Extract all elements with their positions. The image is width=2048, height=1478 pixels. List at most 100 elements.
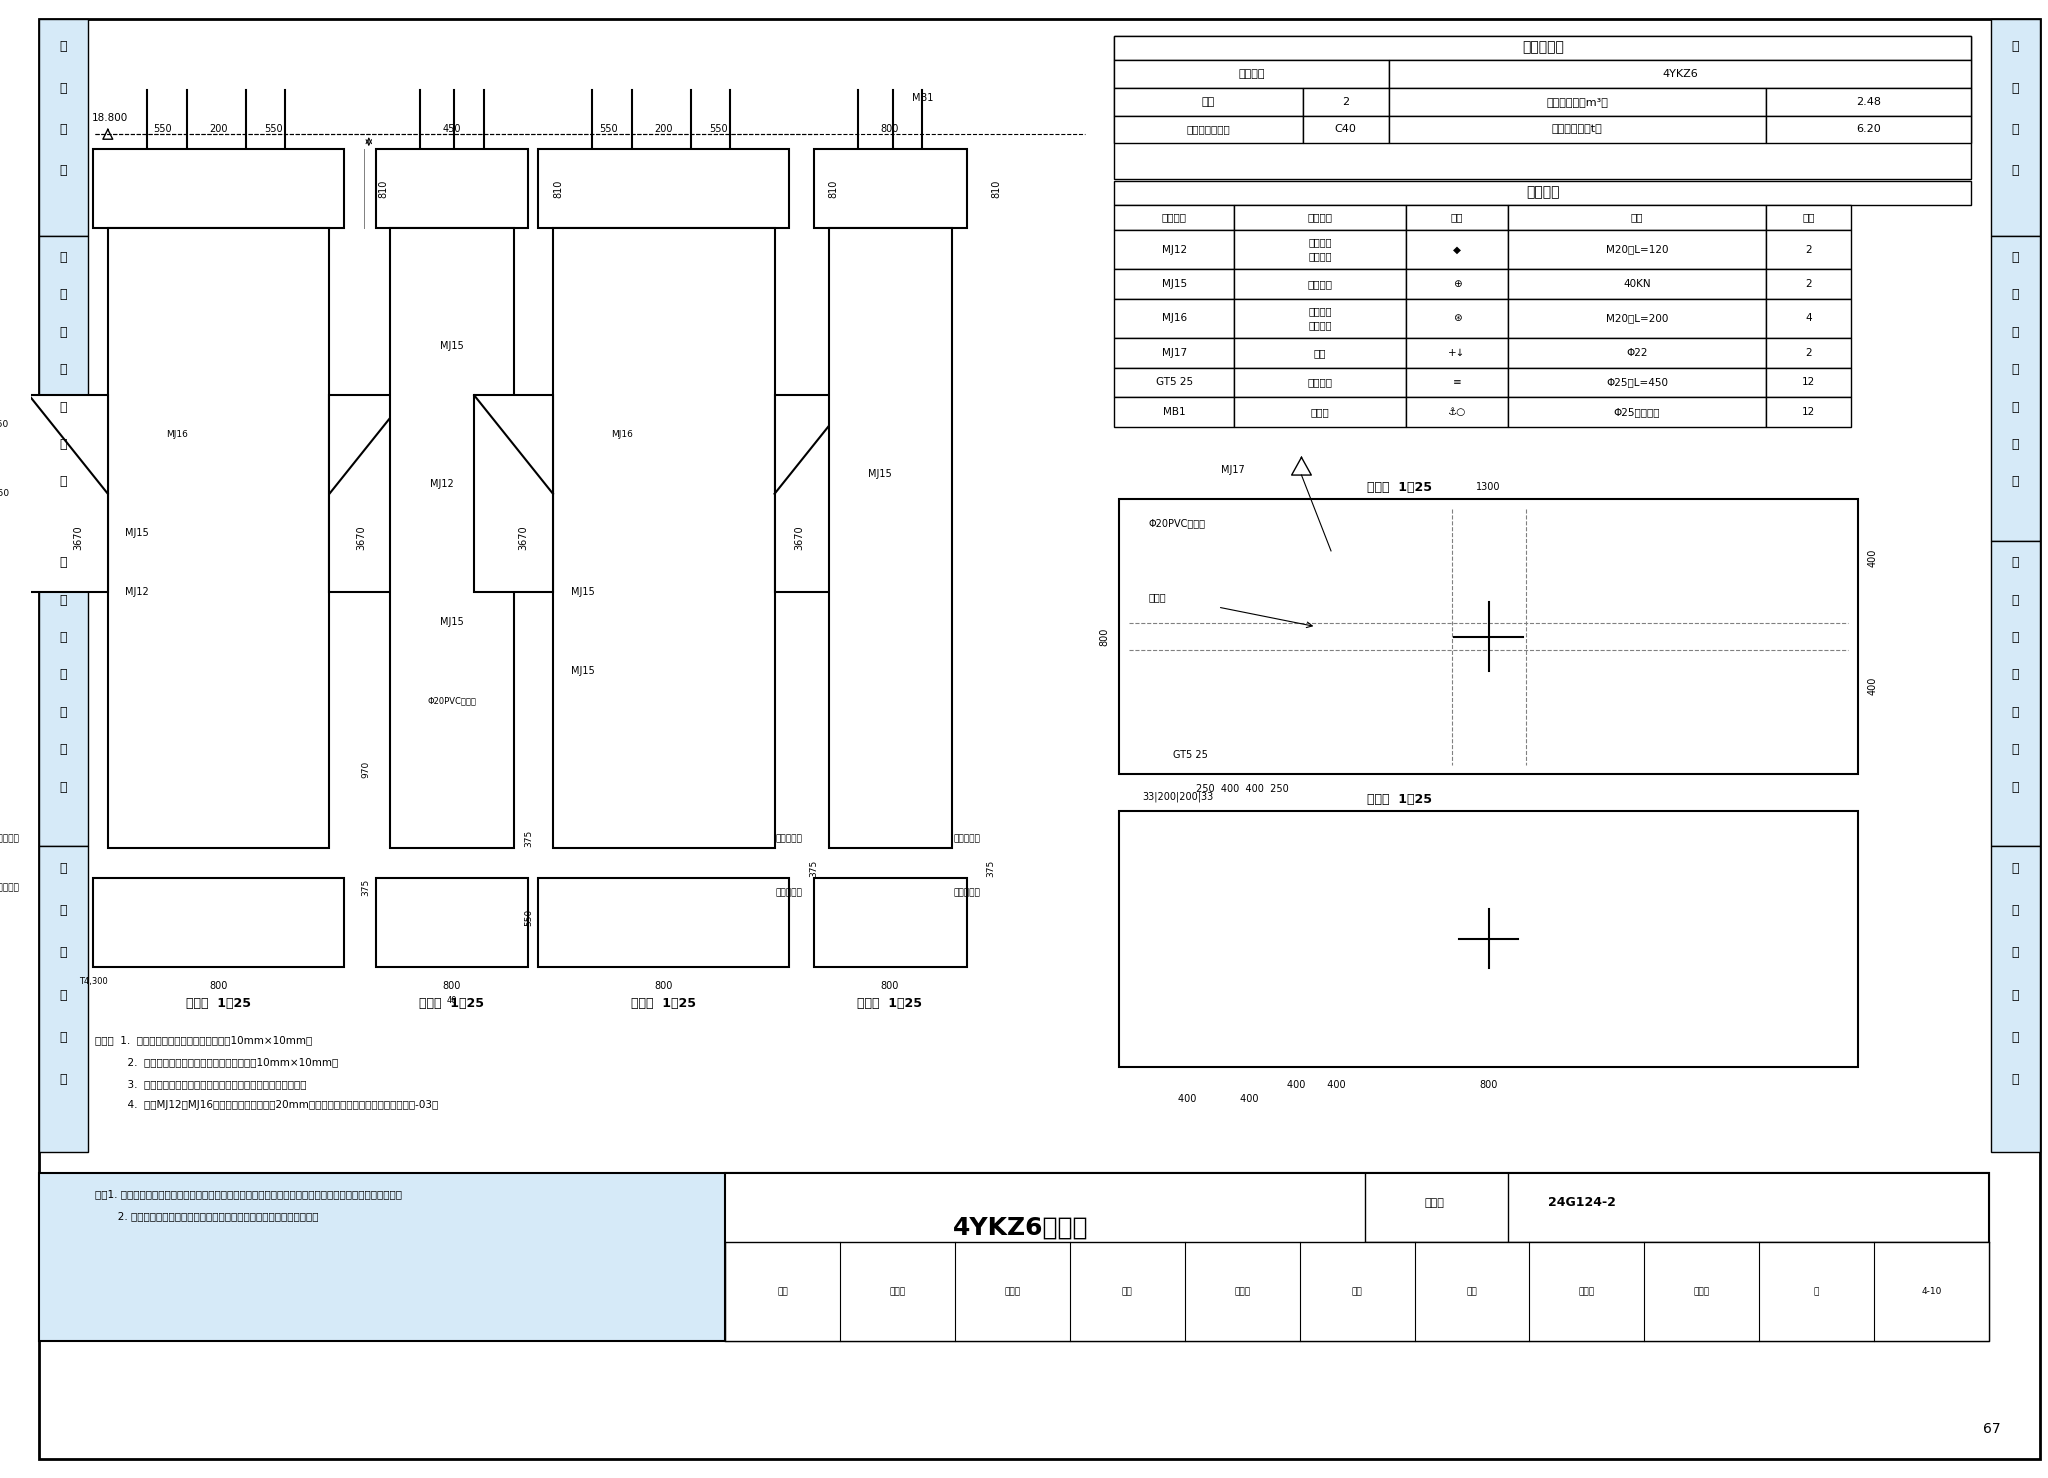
Text: 40KN: 40KN	[1624, 279, 1651, 290]
Text: 施: 施	[2011, 631, 2019, 644]
Text: 2.  预制柱牛腿顶部外侧沿宽度范围设置倒角10mm×10mm。: 2. 预制柱牛腿顶部外侧沿宽度范围设置倒角10mm×10mm。	[94, 1057, 338, 1067]
Text: 例: 例	[59, 780, 68, 794]
Text: 左视图  1：25: 左视图 1：25	[420, 998, 483, 1011]
Text: 375: 375	[360, 879, 371, 896]
Bar	[1303, 115, 1389, 143]
Bar	[1405, 299, 1509, 338]
Text: 脱模吊钉: 脱模吊钉	[1307, 279, 1333, 290]
Bar	[1991, 847, 2040, 1151]
Bar	[1765, 115, 1970, 143]
Text: 810: 810	[991, 179, 1001, 198]
Bar	[1405, 368, 1509, 398]
Bar	[1405, 338, 1509, 368]
Bar	[1991, 541, 2040, 847]
Text: 550: 550	[709, 124, 727, 134]
Text: 预埋螺母: 预埋螺母	[1309, 321, 1331, 331]
Text: 例: 例	[59, 476, 68, 488]
Bar	[1114, 229, 1235, 269]
Text: 图: 图	[2011, 706, 2019, 718]
Bar	[1405, 398, 1509, 427]
Text: 3670: 3670	[795, 526, 805, 550]
Text: 件: 件	[2011, 905, 2019, 916]
Text: Φ22: Φ22	[1626, 347, 1649, 358]
Text: Φ20PVC排气管: Φ20PVC排气管	[1149, 519, 1206, 528]
Bar	[1509, 398, 1765, 427]
Bar	[774, 395, 854, 593]
Text: 校对: 校对	[1122, 1287, 1133, 1296]
Bar	[1303, 89, 1389, 115]
Text: 结: 结	[2011, 556, 2019, 569]
Text: ⚓○: ⚓○	[1448, 406, 1466, 417]
Bar	[92, 149, 344, 228]
Bar	[109, 228, 330, 848]
Text: 套筒灌浆孔: 套筒灌浆孔	[0, 884, 18, 893]
Text: 示: 示	[59, 1032, 68, 1043]
Bar	[539, 878, 788, 967]
Text: 预埋螺母: 预埋螺母	[1309, 251, 1331, 262]
Text: 单构件体积（m³）: 单构件体积（m³）	[1546, 96, 1608, 106]
Text: MJ15: MJ15	[440, 616, 463, 627]
Bar	[1235, 398, 1405, 427]
Text: 3670: 3670	[518, 526, 528, 550]
Text: 图例: 图例	[1450, 213, 1464, 223]
Text: 套筒出浆孔: 套筒出浆孔	[776, 834, 803, 842]
Bar	[1114, 269, 1235, 299]
Bar	[375, 878, 528, 967]
Text: 3670: 3670	[356, 526, 367, 550]
Text: 450: 450	[442, 124, 461, 134]
Bar	[375, 149, 528, 228]
Text: MJ15: MJ15	[440, 341, 463, 352]
Text: ⊛: ⊛	[1452, 313, 1462, 324]
Text: 810: 810	[379, 179, 389, 198]
Text: 4-10: 4-10	[1921, 1287, 1942, 1296]
Text: 预埋件表: 预埋件表	[1526, 185, 1559, 200]
Bar	[39, 235, 88, 541]
Text: 构: 构	[2011, 862, 2019, 875]
Text: 俯视图  1：25: 俯视图 1：25	[1368, 482, 1432, 494]
Text: 单构件重量（t）: 单构件重量（t）	[1552, 124, 1602, 134]
Text: 33|200|200|33: 33|200|200|33	[1143, 792, 1214, 803]
Text: 图: 图	[59, 706, 68, 718]
Text: 注：1. 套筒灌浆孔、出浆孔及排气孔位置对确定需考虑现场灌浆施工及顶解的便利性，设置在有模板的一侧。: 注：1. 套筒灌浆孔、出浆孔及排气孔位置对确定需考虑现场灌浆施工及顶解的便利性，…	[94, 1190, 401, 1199]
Text: 200: 200	[653, 124, 672, 134]
Text: 250  400  400  250: 250 400 400 250	[1196, 785, 1288, 794]
Text: 筑: 筑	[2011, 288, 2019, 302]
Text: 550: 550	[154, 124, 172, 134]
Text: +↓: +↓	[1448, 347, 1466, 358]
Text: 套筒出浆孔: 套筒出浆孔	[0, 834, 18, 842]
Text: 800: 800	[1100, 627, 1110, 646]
Text: 主视图  1：25: 主视图 1：25	[186, 998, 250, 1011]
Text: GT5 25: GT5 25	[1155, 377, 1192, 387]
Text: 800: 800	[653, 981, 672, 992]
Bar	[39, 19, 88, 235]
Text: 800: 800	[881, 124, 899, 134]
Bar	[539, 149, 788, 228]
Bar	[1765, 398, 1851, 427]
Bar	[1114, 368, 1235, 398]
Text: 12: 12	[1802, 377, 1815, 387]
Bar	[1235, 338, 1405, 368]
Text: 数量: 数量	[1802, 213, 1815, 223]
Bar	[1509, 368, 1765, 398]
Text: 构: 构	[2011, 594, 2019, 606]
Text: 工: 工	[2011, 668, 2019, 681]
Bar	[1120, 498, 1858, 774]
Bar	[553, 228, 774, 848]
Text: 375: 375	[809, 859, 819, 876]
Bar	[725, 1243, 1989, 1341]
Text: 图: 图	[2011, 401, 2019, 414]
Text: 结: 结	[59, 556, 68, 569]
Text: 800: 800	[209, 981, 227, 992]
Text: MJ12: MJ12	[125, 587, 150, 597]
Text: 400: 400	[1868, 548, 1878, 568]
Text: M20，L=120: M20，L=120	[1606, 244, 1669, 254]
Bar	[1114, 35, 1970, 179]
Text: MJ15: MJ15	[868, 469, 891, 479]
Bar	[1235, 269, 1405, 299]
Bar	[92, 878, 344, 967]
Text: MJ15: MJ15	[571, 587, 594, 597]
Bar	[1509, 229, 1765, 269]
Text: 24G124-2: 24G124-2	[1548, 1196, 1616, 1209]
Text: 810: 810	[553, 179, 563, 198]
Text: 筑: 筑	[59, 288, 68, 302]
